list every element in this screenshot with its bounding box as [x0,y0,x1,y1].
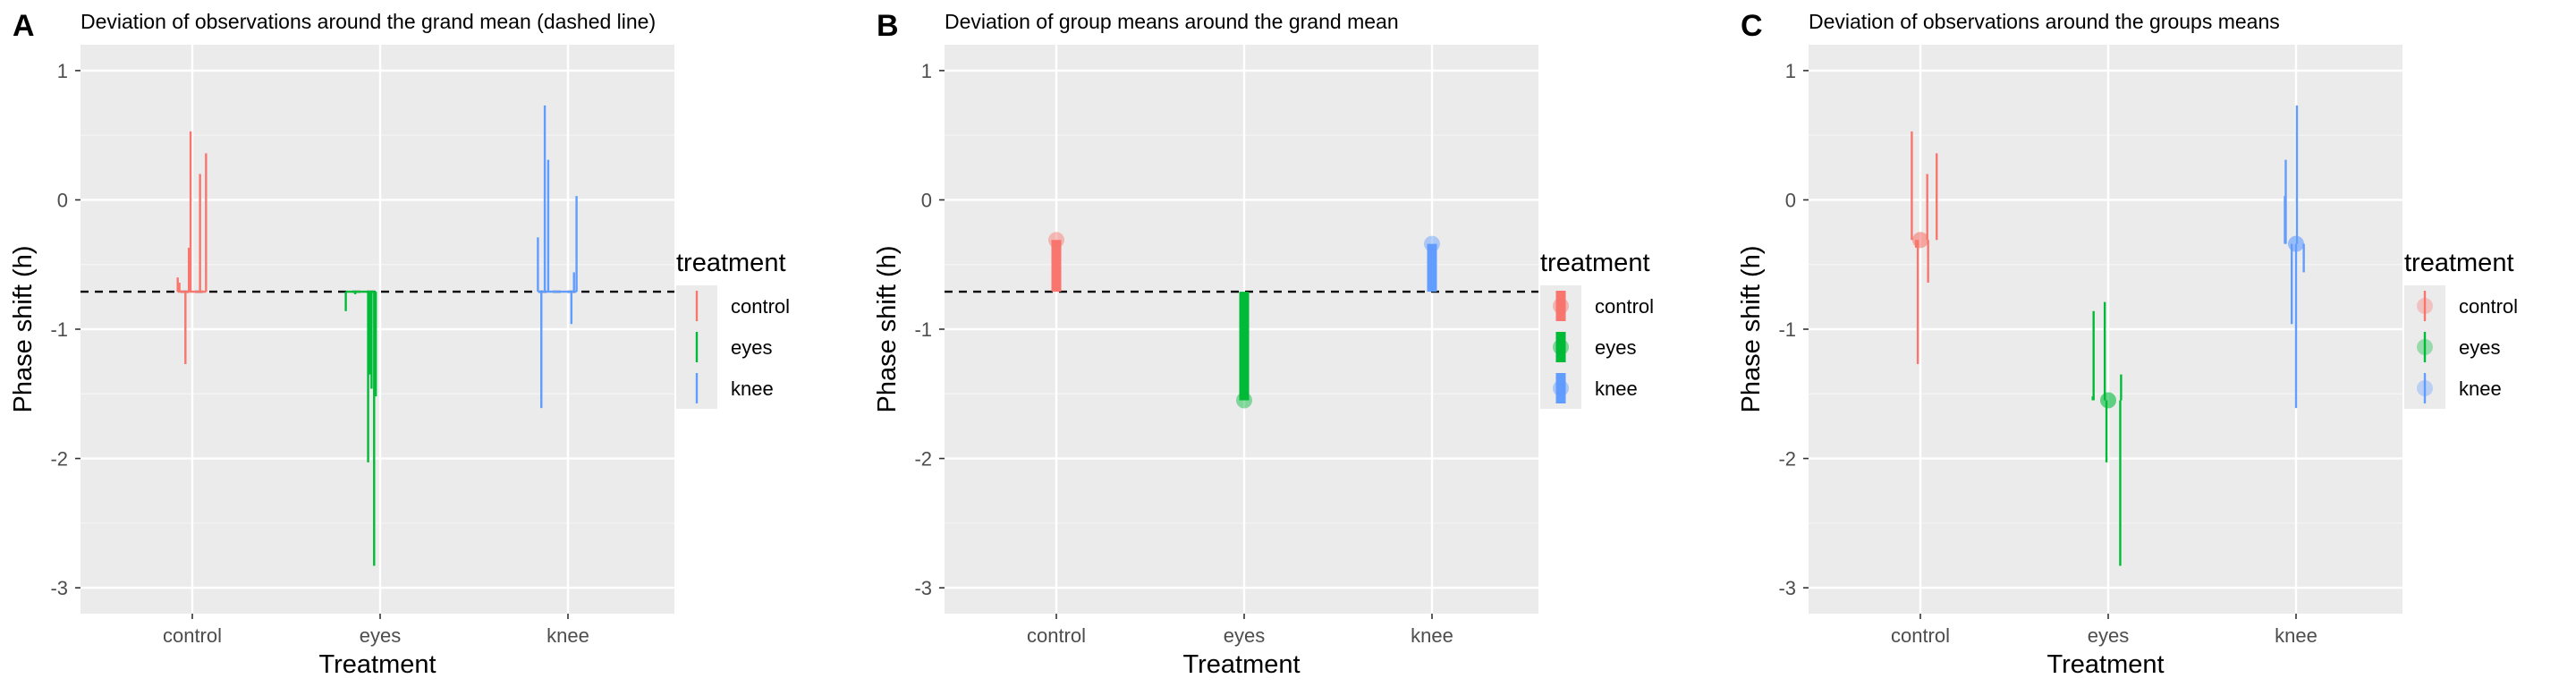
legend-key-point [2417,380,2433,396]
y-axis-title: Phase shift (h) [1737,246,1766,413]
panel-b: -3 -2 -1 0 1 control eyes knee B Deviation of gro… [873,9,1654,679]
legend-key-point [1553,298,1569,314]
y-tick-label: 0 [57,189,68,211]
legend-key-eyes [676,327,717,368]
x-tick-label: eyes [1224,624,1265,647]
y-tick-label: -2 [1778,448,1796,471]
y-tick-label: 1 [921,60,932,82]
x-tick-label: eyes [360,624,401,647]
legend-label: knee [1595,377,1638,400]
knee-group-mean-point [1424,235,1440,252]
x-tick-label: control [1027,624,1086,647]
eyes-group-mean-point [1236,392,1252,409]
y-tick-label: -3 [50,577,68,599]
x-axis-title: Treatment [1182,650,1300,679]
y-tick-label: -1 [914,318,932,341]
legend-key-knee [2404,368,2445,409]
x-tick-label: control [163,624,222,647]
legend-key-control [1540,285,1581,327]
y-axis-title: Phase shift (h) [873,246,902,413]
y-tick-label: -2 [914,448,932,471]
y-tick-label: 0 [921,189,932,211]
legend-key-point [2417,339,2433,355]
legend-key-point [1553,339,1569,355]
y-tick-label: 1 [1785,60,1796,82]
y-tick-label: -1 [50,318,68,341]
legend: treatment control eyes knee [2404,249,2518,409]
y-tick-label: 1 [57,60,68,82]
panel-a: -3 -2 -1 0 1 control eyes knee A Deviation of obs… [9,9,790,679]
x-tick-label: knee [547,624,589,647]
legend-key-point [1553,380,1569,396]
legend-key-knee [676,368,717,409]
panel-title: Deviation of observations around the gra… [80,10,656,33]
x-tick-label: knee [2275,624,2318,647]
panel-c: -3 -2 -1 0 1 control eyes knee C Deviation of obs… [1737,9,2518,679]
legend-label: control [731,295,790,318]
y-tick-label: -2 [50,448,68,471]
x-tick-label: knee [1411,624,1453,647]
x-tick-label: control [1891,624,1950,647]
control-group-mean-point [1912,232,1928,249]
legend: treatment control eyes knee [676,249,790,409]
legend-label: knee [731,377,774,400]
panel-letter: B [877,9,899,43]
y-tick-label: -1 [1778,318,1796,341]
x-tick-label: eyes [2088,624,2129,647]
y-tick-label: 0 [1785,189,1796,211]
eyes-group-mean-point [2100,392,2116,409]
legend-key-control [2404,285,2445,327]
y-tick-label: -3 [914,577,932,599]
legend-key-control [676,285,717,327]
panel-title: Deviation of observations around the gro… [1809,10,2280,33]
legend-key-knee [1540,368,1581,409]
legend-title: treatment [2404,249,2514,277]
legend-title: treatment [676,249,786,277]
legend-label: eyes [731,336,772,359]
legend-key-point [2417,298,2433,314]
x-axis-title: Treatment [2046,650,2164,679]
legend-label: eyes [1595,336,1636,359]
panel-letter: A [13,9,35,43]
panel-title: Deviation of group means around the gran… [945,10,1399,33]
legend-key-eyes [1540,327,1581,368]
y-axis-title: Phase shift (h) [9,246,38,413]
y-tick-label: -3 [1778,577,1796,599]
panel-letter: C [1741,9,1763,43]
legend-label: knee [2459,377,2502,400]
legend: treatment control eyes knee [1540,249,1654,409]
legend-label: control [1595,295,1654,318]
legend-label: eyes [2459,336,2500,359]
legend-label: control [2459,295,2518,318]
legend-title: treatment [1540,249,1650,277]
control-group-mean-point [1048,232,1064,249]
knee-group-mean-point [2288,235,2304,252]
legend-key-eyes [2404,327,2445,368]
x-axis-title: Treatment [318,650,436,679]
